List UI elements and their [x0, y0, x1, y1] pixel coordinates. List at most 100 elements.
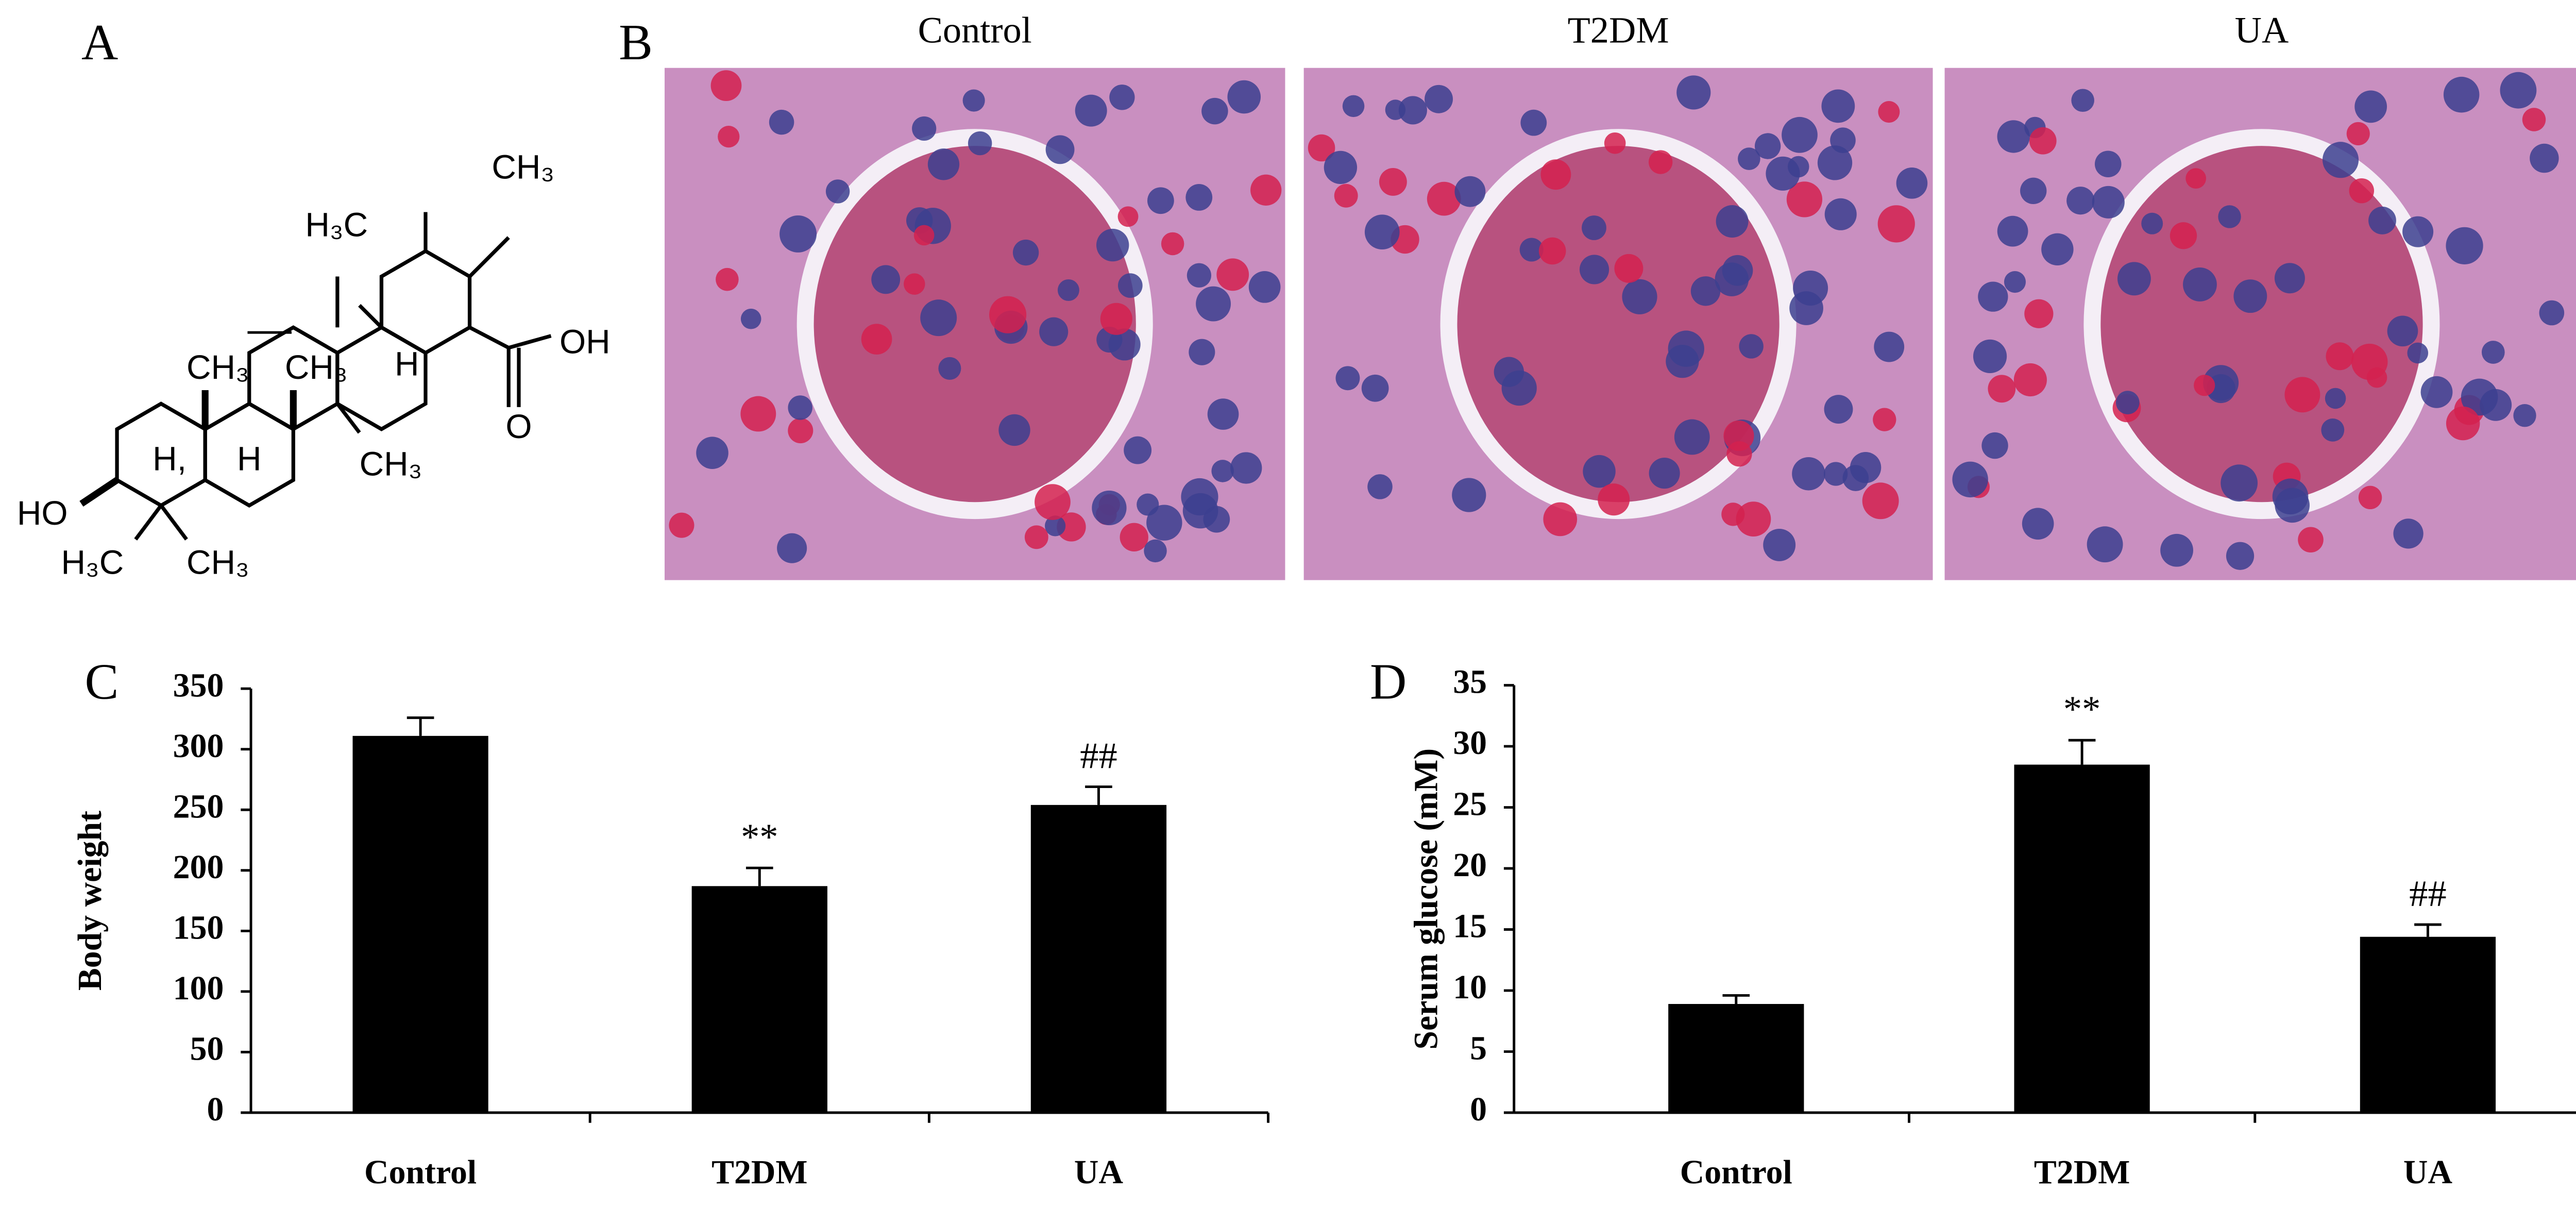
- atom-label: CH₃: [187, 543, 249, 581]
- significance-mark: **: [2063, 688, 2100, 730]
- y-axis-title: Body weight: [71, 811, 109, 991]
- bond: [159, 504, 188, 541]
- nucleus: [2272, 478, 2309, 515]
- nucleus: [1622, 279, 1657, 314]
- significance-mark: ##: [1080, 735, 1117, 777]
- significance-mark: **: [741, 816, 778, 858]
- x-tick-label: UA: [1074, 1153, 1124, 1191]
- nucleus: [1227, 80, 1261, 114]
- panel-letter: B: [619, 14, 653, 71]
- nucleus: [2116, 391, 2140, 414]
- nucleus: [1520, 109, 1547, 136]
- x-tick-label: T2DM: [2034, 1153, 2130, 1191]
- nucleus: [1582, 215, 1606, 240]
- nucleus: [1739, 334, 1764, 359]
- significance-mark: ##: [2409, 873, 2446, 914]
- nucleus: [1367, 474, 1393, 499]
- bond: [508, 334, 552, 350]
- nucleus: [1207, 398, 1239, 430]
- nucleus: [2513, 404, 2536, 427]
- nucleus: [1379, 168, 1407, 196]
- nucleus: [1738, 147, 1760, 170]
- nucleus: [1092, 490, 1127, 526]
- nucleus: [2522, 108, 2546, 131]
- nucleus: [1676, 75, 1711, 110]
- bar: [2014, 764, 2150, 1113]
- nucleus: [825, 179, 850, 204]
- nucleus: [920, 299, 957, 337]
- nucleus: [1120, 523, 1148, 552]
- nucleus: [716, 267, 739, 291]
- x-tick-label: UA: [2403, 1153, 2453, 1191]
- nucleus: [1763, 528, 1796, 561]
- nucleus: [2029, 127, 2057, 155]
- nucleus: [1057, 512, 1086, 542]
- nucleus: [1398, 96, 1427, 125]
- y-tick-label: 10: [1453, 968, 1487, 1006]
- nucleus: [2092, 186, 2125, 219]
- micrographs: [665, 68, 2576, 580]
- nucleus: [1821, 89, 1855, 123]
- atom-label: O: [505, 407, 532, 445]
- nucleus: [2354, 90, 2387, 123]
- nucleus: [740, 396, 776, 432]
- nucleus: [2500, 72, 2537, 109]
- nucleus: [1614, 254, 1643, 283]
- nucleus: [777, 533, 807, 563]
- y-tick-label: 15: [1453, 908, 1487, 945]
- nucleus: [2141, 212, 2163, 234]
- nucleus: [1425, 85, 1453, 113]
- nucleus: [2298, 527, 2324, 553]
- y-tick-label: 250: [173, 788, 224, 825]
- nucleus: [1146, 505, 1182, 541]
- atom-label: CH₃: [492, 148, 554, 186]
- bond: [358, 304, 383, 329]
- glomerulus: [796, 129, 1153, 520]
- nucleus: [1185, 183, 1213, 211]
- nucleus: [1324, 150, 1358, 185]
- nucleus: [1100, 303, 1132, 335]
- nucleus: [1161, 232, 1184, 256]
- nucleus: [1075, 94, 1107, 127]
- y-tick-label: 0: [1470, 1091, 1487, 1128]
- nucleus: [1988, 375, 2016, 403]
- nucleus: [2321, 418, 2345, 442]
- atom-label: H: [237, 440, 262, 478]
- nucleus: [1211, 460, 1234, 482]
- y-tick-label: 35: [1453, 663, 1487, 701]
- nucleus: [1997, 215, 2028, 247]
- nucleus: [1109, 85, 1135, 110]
- nucleus: [1045, 515, 1066, 537]
- nucleus: [1364, 214, 1400, 250]
- atom-label: CH₃: [360, 444, 422, 482]
- nucleus: [2022, 508, 2054, 540]
- y-tick-label: 150: [173, 909, 224, 946]
- image-title: UA: [2235, 9, 2289, 51]
- nucleus: [2387, 315, 2418, 347]
- nucleus: [1842, 465, 1869, 491]
- y-tick-label: 20: [1453, 846, 1487, 884]
- nucleus: [904, 273, 925, 295]
- nucleus: [2117, 262, 2151, 296]
- nucleus: [871, 265, 901, 294]
- nucleus: [1187, 263, 1212, 288]
- atom-label: CH₃: [285, 348, 348, 386]
- y-tick-label: 25: [1453, 785, 1487, 823]
- nucleus: [2539, 300, 2565, 326]
- nucleus: [1035, 484, 1071, 520]
- nucleus: [912, 116, 937, 141]
- nucleus: [2185, 168, 2207, 189]
- ring: [379, 248, 472, 355]
- nucleus: [2274, 263, 2305, 294]
- y-axis-title: Serum glucose (mM): [1407, 748, 1445, 1050]
- nucleus: [788, 395, 812, 420]
- nucleus: [1181, 478, 1218, 516]
- nucleus: [718, 125, 740, 148]
- nucleus: [1335, 366, 1360, 391]
- nucleus: [1649, 150, 1673, 174]
- nucleus: [1754, 133, 1781, 159]
- nucleus: [1579, 255, 1609, 284]
- nucleus: [2160, 533, 2193, 567]
- nucleus: [1308, 134, 1335, 162]
- nucleus: [2284, 377, 2320, 413]
